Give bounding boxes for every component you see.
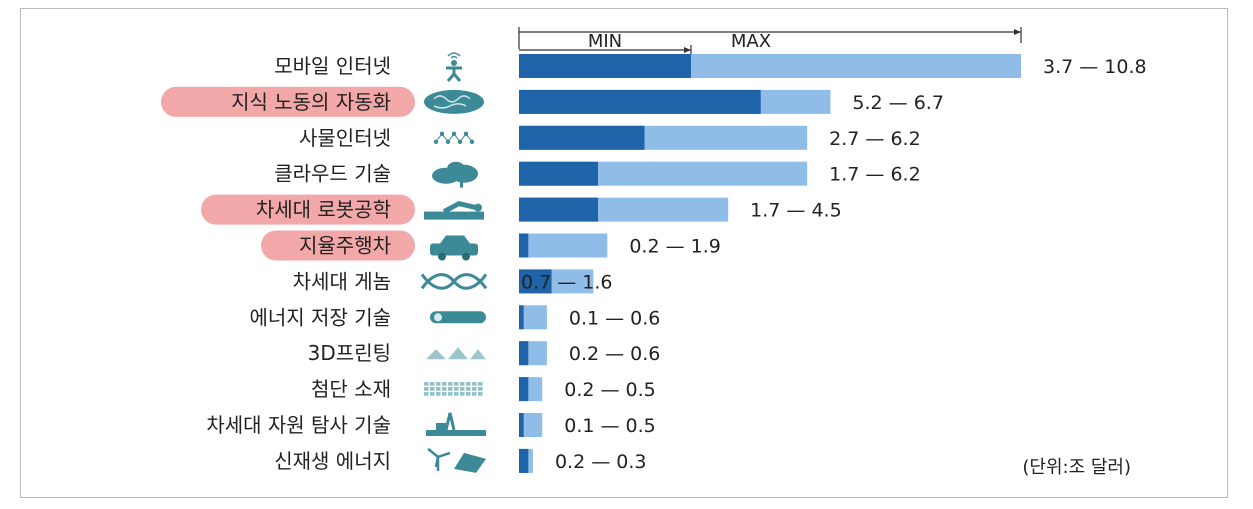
max-arrow-head xyxy=(1014,29,1021,35)
value-label: 0.2 — 0.5 xyxy=(564,379,656,401)
printer-3d-icon xyxy=(426,347,486,360)
wind-solar-icon xyxy=(427,447,486,473)
chart-row: 차세대 게놈 0.7 — 1.6 xyxy=(293,269,613,294)
category-label: 차세대 게놈 xyxy=(293,269,391,293)
car-icon xyxy=(430,235,478,261)
category-label: 첨단 소재 xyxy=(311,377,391,401)
category-label: 지율주행차 xyxy=(299,234,391,258)
min-bar xyxy=(519,125,645,150)
min-bar xyxy=(519,269,552,294)
chart-row: 지식 노동의 자동화 5.2 — 6.7 xyxy=(161,86,944,117)
min-bar xyxy=(519,89,761,114)
range-bar-chart: MIN MAX 모바일 인터넷 3.7 — 10.8 지식 노동의 자동화 5.2 — 6… xyxy=(161,27,1147,478)
battery-icon xyxy=(430,311,486,324)
min-bar xyxy=(519,377,529,402)
person-signal-icon xyxy=(446,52,462,82)
category-label: 에너지 저장 기술 xyxy=(249,305,391,329)
category-label: 클라우드 기술 xyxy=(274,162,391,186)
chart-row: 모바일 인터넷 3.7 — 10.8 xyxy=(274,52,1147,82)
chart-row: 신재생 에너지 0.2 — 0.3 xyxy=(274,447,647,473)
chart-row: 첨단 소재 0.2 — 0.5 xyxy=(311,377,656,402)
min-bar xyxy=(519,448,529,473)
min-header-label: MIN xyxy=(588,31,622,52)
min-max-header: MIN MAX xyxy=(518,27,1022,55)
value-label: 0.2 — 0.6 xyxy=(569,343,661,365)
category-label: 차세대 로봇공학 xyxy=(256,198,391,222)
brain-icon xyxy=(424,89,484,114)
oil-rig-icon xyxy=(426,412,486,436)
max-bar xyxy=(519,413,543,437)
min-arrow-head xyxy=(683,47,691,53)
min-bar xyxy=(519,341,529,366)
dna-icon xyxy=(420,273,488,290)
chart-row: 사물인터넷 2.7 — 6.2 xyxy=(299,125,921,150)
label-highlight xyxy=(201,194,415,225)
robot-arm-icon xyxy=(424,200,484,220)
max-header-label: MAX xyxy=(731,31,771,52)
chart-row: 지율주행차 0.2 — 1.9 xyxy=(261,230,721,261)
value-label: 5.2 — 6.7 xyxy=(852,92,944,114)
category-label: 사물인터넷 xyxy=(299,126,391,150)
min-bar xyxy=(519,161,599,186)
network-icon xyxy=(433,131,475,144)
label-highlight xyxy=(261,230,415,261)
min-bar xyxy=(519,233,529,258)
chart-row: 차세대 로봇공학 1.7 — 4.5 xyxy=(201,194,842,225)
value-label: 0.2 — 0.3 xyxy=(555,451,647,473)
max-bar xyxy=(519,233,608,258)
chart-row: 차세대 자원 탐사 기술 0.1 — 0.5 xyxy=(206,412,656,437)
chart-row: 3D프린팅 0.2 — 0.6 xyxy=(308,341,661,366)
cloud-icon xyxy=(432,161,478,188)
min-bar xyxy=(519,54,691,78)
category-label: 3D프린팅 xyxy=(308,341,391,365)
value-label: 0.1 — 0.6 xyxy=(569,307,661,329)
value-label: 2.7 — 6.2 xyxy=(829,128,921,150)
value-label: 1.7 — 4.5 xyxy=(750,200,842,222)
value-label: 0.7 — 1.6 xyxy=(521,271,613,293)
chart-frame: MIN MAX 모바일 인터넷 3.7 — 10.8 지식 노동의 자동화 5.2 — 6… xyxy=(20,8,1228,498)
value-label: 0.1 — 0.5 xyxy=(564,415,656,437)
value-label: 0.2 — 1.9 xyxy=(629,236,721,258)
category-label: 차세대 자원 탐사 기술 xyxy=(206,413,391,437)
category-label: 지식 노동의 자동화 xyxy=(231,90,391,114)
category-label: 모바일 인터넷 xyxy=(274,54,391,78)
category-label: 신재생 에너지 xyxy=(274,449,391,473)
min-bar xyxy=(519,305,524,330)
min-bar xyxy=(519,197,599,222)
chart-row: 클라우드 기술 1.7 — 6.2 xyxy=(274,161,921,188)
value-label: 3.7 — 10.8 xyxy=(1043,56,1147,78)
min-bar xyxy=(519,413,524,437)
material-grid-icon xyxy=(424,382,483,396)
unit-note: (단위:조 달러) xyxy=(1022,457,1131,478)
chart-row: 에너지 저장 기술 0.1 — 0.6 xyxy=(249,305,661,330)
label-highlight xyxy=(161,86,415,117)
value-label: 1.7 — 6.2 xyxy=(829,164,921,186)
